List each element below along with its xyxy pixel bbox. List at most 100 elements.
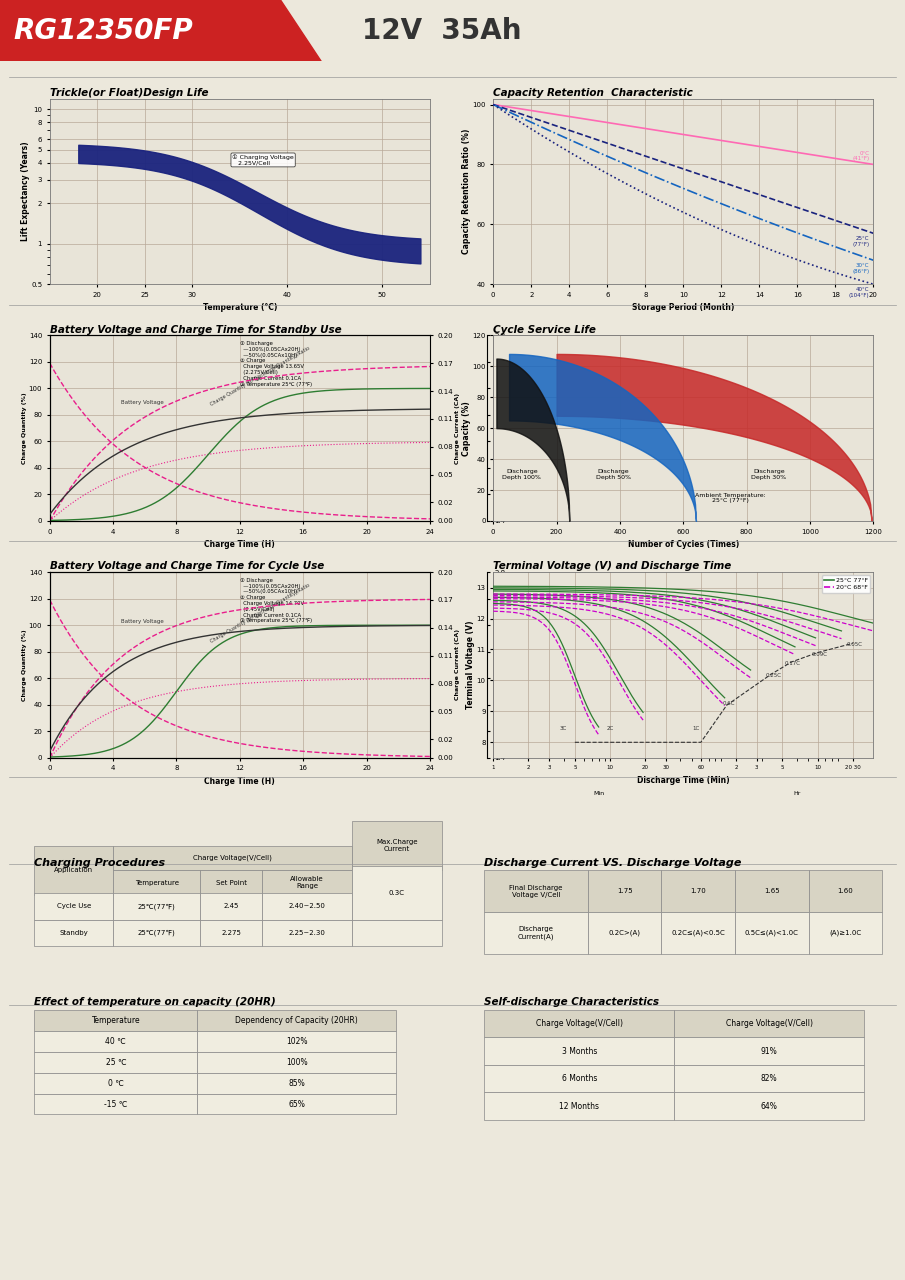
Text: Discharge
Current(A): Discharge Current(A) bbox=[518, 925, 554, 940]
Text: Application: Application bbox=[54, 868, 93, 873]
Text: RG12350FP: RG12350FP bbox=[14, 17, 194, 45]
Text: 12 Months: 12 Months bbox=[559, 1102, 599, 1111]
FancyBboxPatch shape bbox=[34, 1010, 197, 1030]
Text: Discharge
Depth 100%: Discharge Depth 100% bbox=[502, 470, 541, 480]
Text: 0.2C≤(A)<0.5C: 0.2C≤(A)<0.5C bbox=[672, 929, 725, 936]
FancyBboxPatch shape bbox=[809, 870, 882, 911]
Text: 65%: 65% bbox=[289, 1100, 305, 1108]
FancyBboxPatch shape bbox=[674, 1093, 864, 1120]
Text: Temperature: Temperature bbox=[135, 879, 178, 886]
Text: 82%: 82% bbox=[761, 1074, 777, 1083]
FancyBboxPatch shape bbox=[34, 846, 113, 895]
FancyBboxPatch shape bbox=[34, 1030, 197, 1052]
Text: Discharge Current VS. Discharge Voltage: Discharge Current VS. Discharge Voltage bbox=[484, 858, 741, 868]
FancyBboxPatch shape bbox=[662, 870, 735, 911]
Text: Battery Voltage: Battery Voltage bbox=[121, 401, 164, 406]
Text: Min: Min bbox=[593, 791, 605, 796]
FancyBboxPatch shape bbox=[809, 911, 882, 954]
Text: Capacity Retention  Characteristic: Capacity Retention Characteristic bbox=[493, 88, 693, 97]
Text: Charge Voltage(V/Cell): Charge Voltage(V/Cell) bbox=[536, 1019, 623, 1028]
Y-axis label: Battery Voltage (V)/Per Cell: Battery Voltage (V)/Per Cell bbox=[507, 622, 512, 708]
FancyBboxPatch shape bbox=[113, 893, 200, 919]
Text: 0.2C>(A): 0.2C>(A) bbox=[608, 929, 641, 936]
Y-axis label: Capacity (%): Capacity (%) bbox=[462, 401, 471, 456]
FancyBboxPatch shape bbox=[484, 1093, 674, 1120]
Y-axis label: Charge Quantity (%): Charge Quantity (%) bbox=[23, 630, 27, 700]
Text: Allowable
Range: Allowable Range bbox=[291, 877, 324, 890]
FancyBboxPatch shape bbox=[200, 893, 262, 919]
FancyBboxPatch shape bbox=[197, 1052, 396, 1073]
Text: 30°C
(86°F): 30°C (86°F) bbox=[853, 264, 870, 274]
Text: Temperature: Temperature bbox=[91, 1016, 140, 1025]
FancyBboxPatch shape bbox=[735, 870, 809, 911]
Text: 0.25C: 0.25C bbox=[766, 673, 781, 678]
Text: 0 ℃: 0 ℃ bbox=[108, 1079, 124, 1088]
FancyBboxPatch shape bbox=[200, 919, 262, 946]
Text: ① Discharge
  —100%(0.05CAx20H)
  —50%(0.05CAx10H)
② Charge
  Charge Voltage 14.: ① Discharge —100%(0.05CAx20H) —50%(0.05C… bbox=[240, 577, 312, 623]
Text: 0.3C: 0.3C bbox=[389, 890, 405, 896]
Text: Hr: Hr bbox=[794, 791, 801, 796]
Text: Trickle(or Float)Design Life: Trickle(or Float)Design Life bbox=[50, 88, 208, 97]
Text: Standby: Standby bbox=[60, 929, 88, 936]
Text: Discharge
Depth 30%: Discharge Depth 30% bbox=[751, 470, 786, 480]
Text: 91%: 91% bbox=[761, 1047, 777, 1056]
Text: Ambient Temperature:
25°C (77°F): Ambient Temperature: 25°C (77°F) bbox=[695, 493, 767, 503]
FancyBboxPatch shape bbox=[662, 911, 735, 954]
Text: 0.05C: 0.05C bbox=[847, 643, 862, 648]
Text: 85%: 85% bbox=[289, 1079, 305, 1088]
Text: 0.09C: 0.09C bbox=[811, 652, 827, 657]
Y-axis label: Capacity Retention Ratio (%): Capacity Retention Ratio (%) bbox=[462, 129, 471, 253]
Text: 102%: 102% bbox=[286, 1037, 308, 1046]
FancyBboxPatch shape bbox=[262, 870, 352, 895]
FancyBboxPatch shape bbox=[197, 1093, 396, 1115]
X-axis label: Charge Time (H): Charge Time (H) bbox=[205, 540, 275, 549]
Text: 40°C
(104°F): 40°C (104°F) bbox=[849, 287, 870, 298]
Text: 64%: 64% bbox=[761, 1102, 777, 1111]
Text: Self-discharge Characteristics: Self-discharge Characteristics bbox=[484, 997, 659, 1007]
X-axis label: Number of Cycles (Times): Number of Cycles (Times) bbox=[628, 540, 738, 549]
FancyBboxPatch shape bbox=[113, 870, 200, 895]
FancyBboxPatch shape bbox=[674, 1010, 864, 1037]
Text: Battery Voltage and Charge Time for Standby Use: Battery Voltage and Charge Time for Stan… bbox=[50, 325, 341, 334]
Text: Discharge
Depth 50%: Discharge Depth 50% bbox=[596, 470, 631, 480]
Text: 0.17C: 0.17C bbox=[786, 660, 801, 666]
Text: Cycle Service Life: Cycle Service Life bbox=[493, 325, 596, 334]
X-axis label: Storage Period (Month): Storage Period (Month) bbox=[632, 303, 735, 312]
FancyBboxPatch shape bbox=[352, 822, 442, 870]
FancyBboxPatch shape bbox=[34, 1052, 197, 1073]
Text: 2.275: 2.275 bbox=[222, 929, 241, 936]
FancyBboxPatch shape bbox=[587, 911, 662, 954]
Text: 1.70: 1.70 bbox=[691, 888, 706, 895]
Text: Dependency of Capacity (20HR): Dependency of Capacity (20HR) bbox=[235, 1016, 358, 1025]
FancyBboxPatch shape bbox=[197, 1073, 396, 1093]
Text: ① Charging Voltage
   2.25V/Cell: ① Charging Voltage 2.25V/Cell bbox=[233, 154, 294, 165]
Text: 6 Months: 6 Months bbox=[561, 1074, 597, 1083]
X-axis label: Charge Time (H): Charge Time (H) bbox=[205, 777, 275, 786]
FancyBboxPatch shape bbox=[352, 919, 442, 946]
Y-axis label: Lift Expectancy (Years): Lift Expectancy (Years) bbox=[21, 142, 30, 241]
Text: 0.6C: 0.6C bbox=[723, 701, 736, 707]
FancyBboxPatch shape bbox=[735, 911, 809, 954]
Y-axis label: Charge Current (CA): Charge Current (CA) bbox=[454, 630, 460, 700]
Polygon shape bbox=[0, 0, 321, 61]
Text: 3C: 3C bbox=[560, 726, 567, 731]
Text: -15 ℃: -15 ℃ bbox=[104, 1100, 128, 1108]
Text: Cycle Use: Cycle Use bbox=[57, 904, 90, 909]
FancyBboxPatch shape bbox=[484, 911, 587, 954]
FancyBboxPatch shape bbox=[34, 919, 113, 946]
Text: 2.40~2.50: 2.40~2.50 bbox=[289, 904, 326, 909]
Text: 1.60: 1.60 bbox=[838, 888, 853, 895]
FancyBboxPatch shape bbox=[34, 1093, 197, 1115]
Text: 1C: 1C bbox=[693, 726, 700, 731]
Text: 1.65: 1.65 bbox=[764, 888, 780, 895]
X-axis label: Temperature (°C): Temperature (°C) bbox=[203, 303, 277, 312]
FancyBboxPatch shape bbox=[113, 846, 352, 870]
Text: Charge Quantity (to-Discharge Quantity)/Ratio: Charge Quantity (to-Discharge Quantity)/… bbox=[209, 582, 310, 644]
Text: 3 Months: 3 Months bbox=[561, 1047, 597, 1056]
Y-axis label: Charge Current (CA): Charge Current (CA) bbox=[454, 393, 460, 463]
Text: Charge Quantity (to-Discharge Quantity)/Ratio: Charge Quantity (to-Discharge Quantity)/… bbox=[209, 346, 310, 407]
FancyBboxPatch shape bbox=[484, 1010, 674, 1037]
Text: Charging Procedures: Charging Procedures bbox=[34, 858, 166, 868]
Text: 12V  35Ah: 12V 35Ah bbox=[362, 17, 521, 45]
Text: 100%: 100% bbox=[286, 1057, 308, 1066]
